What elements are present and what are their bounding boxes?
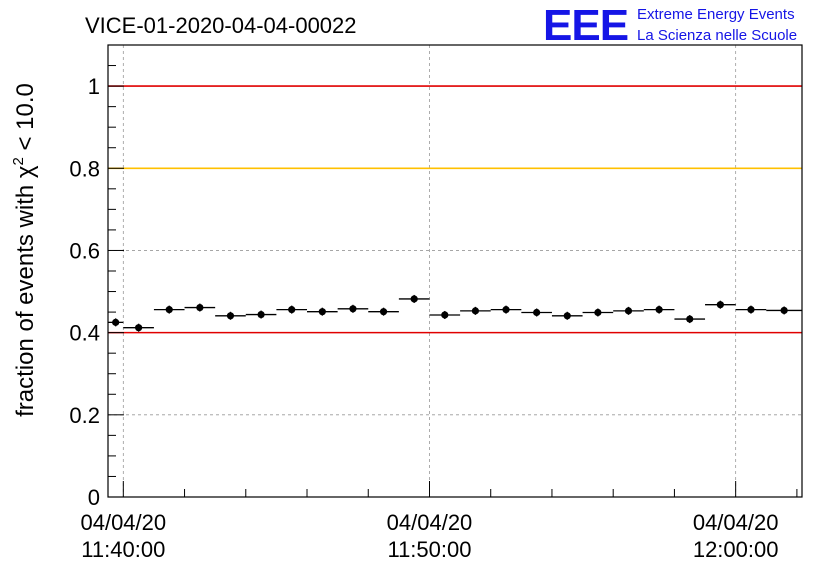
data-point	[337, 304, 369, 313]
data-point	[429, 310, 461, 319]
data-point-marker	[288, 306, 296, 314]
data-point-marker	[112, 318, 120, 326]
data-point-marker	[165, 306, 173, 314]
eee-logo: EEE Extreme Energy Events La Scienza nel…	[543, 1, 797, 50]
data-point-marker	[226, 312, 235, 320]
data-point-marker	[318, 308, 326, 316]
y-tick-label: 0.8	[69, 156, 100, 181]
data-point	[215, 311, 246, 320]
data-point-marker	[502, 306, 510, 314]
data-point-marker	[594, 308, 602, 317]
y-axis: 0 0.2 0.4 0.6 0.8 1	[69, 65, 124, 510]
data-point	[123, 323, 154, 332]
x-tick-label-time: 11:40:00	[81, 537, 165, 562]
data-point	[674, 315, 706, 324]
y-tick-label: 1	[88, 74, 100, 99]
data-point	[613, 306, 644, 315]
chart-title: VICE-01-2020-04-04-00022	[85, 13, 357, 38]
eee-logo-mark: EEE	[543, 1, 628, 50]
y-axis-label: fraction of events with χ2 < 10.0	[10, 83, 39, 417]
plot-frame	[107, 44, 803, 498]
y-axis-label-rest: < 10.0	[12, 83, 39, 157]
data-point-marker	[747, 306, 755, 314]
data-point	[245, 310, 277, 319]
reference-lines	[108, 85, 802, 334]
y-tick-label: 0	[88, 485, 100, 510]
data-point	[153, 305, 185, 314]
data-points	[108, 294, 802, 332]
x-tick-label-time: 12:00:00	[693, 537, 779, 562]
x-axis: 04/04/2011:40:0004/04/2011:50:0004/04/20…	[80, 481, 798, 562]
data-point	[368, 307, 399, 316]
data-point	[460, 306, 491, 315]
data-point-marker	[655, 306, 663, 314]
x-tick-label-date: 04/04/20	[387, 510, 473, 535]
data-point-marker	[686, 315, 694, 323]
y-axis-label-main: fraction of events with χ	[12, 165, 39, 417]
data-point	[184, 303, 216, 312]
data-point-marker	[410, 295, 418, 303]
data-point	[521, 308, 552, 317]
x-tick-label-date: 04/04/20	[693, 510, 779, 535]
x-tick-label-date: 04/04/20	[80, 510, 166, 535]
data-point	[643, 305, 675, 314]
data-point-marker	[533, 308, 541, 317]
data-point-marker	[349, 305, 357, 313]
eee-logo-line1: Extreme Energy Events	[637, 6, 795, 23]
y-tick-label: 0.6	[69, 238, 100, 263]
data-point-marker	[563, 312, 571, 320]
data-point-marker	[135, 324, 143, 332]
data-point	[307, 307, 338, 316]
data-point	[398, 294, 430, 303]
data-point-marker	[257, 310, 265, 319]
data-point-marker	[780, 306, 788, 315]
data-point	[766, 306, 802, 315]
plot-area: 00.20.40.60.81 04/04/2011:40:0004/04/201…	[69, 44, 803, 562]
data-point	[582, 308, 614, 317]
data-point	[735, 305, 767, 314]
data-point-marker	[441, 311, 449, 319]
data-point	[490, 305, 522, 314]
eee-logo-line2: La Scienza nelle Scuole	[637, 27, 797, 44]
data-point-marker	[471, 307, 480, 315]
data-point-marker	[379, 308, 388, 316]
data-point	[705, 300, 736, 309]
data-point	[276, 305, 308, 314]
y-tick-label: 0.2	[69, 403, 100, 428]
data-point-marker	[624, 307, 633, 315]
data-point-marker	[196, 303, 204, 312]
data-point-marker	[716, 301, 724, 309]
x-tick-label-time: 11:50:00	[387, 537, 471, 562]
y-tick-label: 0.4	[69, 321, 100, 346]
grid	[108, 45, 802, 497]
data-point	[108, 318, 124, 327]
y-axis-label-sup: 2	[10, 157, 27, 165]
data-point	[551, 311, 583, 320]
